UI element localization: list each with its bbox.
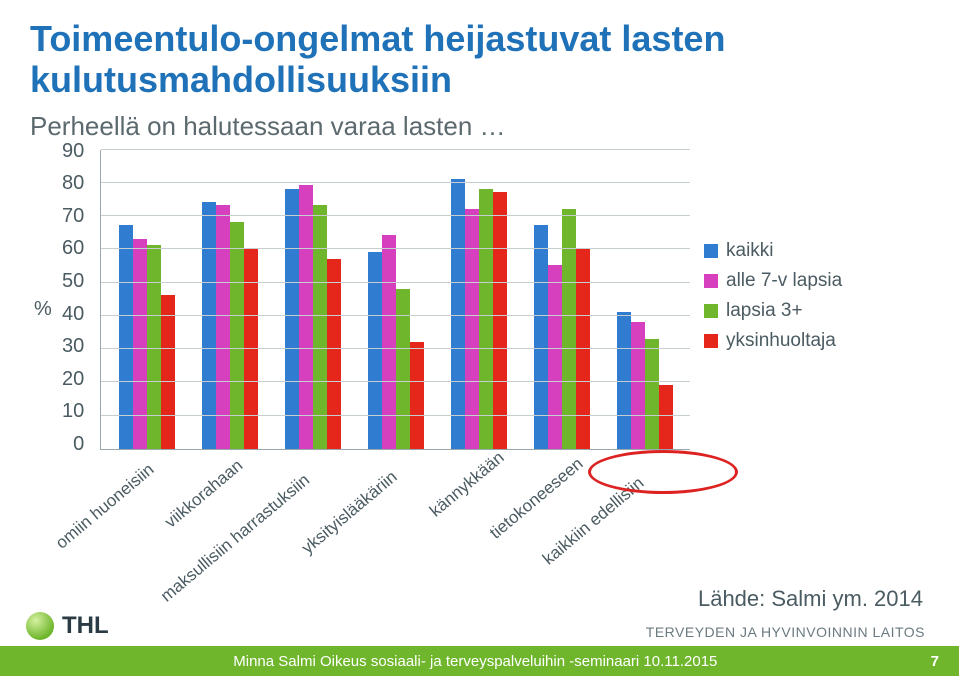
x-axis-ticks: omiin huoneisiinviikkorahaanmaksullisiin… — [100, 454, 690, 564]
bar — [133, 239, 147, 449]
source-text: Lähde: Salmi ym. 2014 — [698, 586, 923, 612]
legend-item: alle 7-v lapsia — [704, 270, 842, 292]
y-axis-ticks: 90 80 70 60 50 40 30 20 10 0 — [62, 140, 84, 456]
bar — [147, 245, 161, 448]
y-tick: 10 — [62, 400, 84, 423]
slide-title: Toimeentulo-ongelmat heijastuvat lasten … — [30, 18, 929, 101]
legend-item: yksinhuoltaja — [704, 330, 842, 352]
legend-swatch — [704, 274, 718, 288]
x-tick-label: maksullisiin harrastuksiin — [157, 470, 314, 606]
bar — [631, 322, 645, 449]
x-tick-label: kännykkään — [426, 448, 508, 522]
y-tick: 80 — [62, 172, 84, 195]
bar — [465, 209, 479, 449]
bar-group — [617, 150, 673, 449]
y-tick: 50 — [62, 270, 84, 293]
thl-logo: THL — [26, 612, 109, 640]
bar — [299, 185, 313, 448]
bar-group — [202, 150, 258, 449]
y-tick: 0 — [73, 433, 84, 456]
legend-label: alle 7-v lapsia — [726, 270, 842, 292]
footer-text: Minna Salmi Oikeus sosiaali- ja terveysp… — [20, 653, 931, 670]
bar-group — [368, 150, 424, 449]
bar — [202, 202, 216, 449]
bar — [410, 342, 424, 449]
legend-label: lapsia 3+ — [726, 300, 803, 322]
bar — [161, 295, 175, 448]
legend-swatch — [704, 244, 718, 258]
bar — [645, 339, 659, 449]
bar — [396, 289, 410, 449]
x-tick-label: yksityislääkäriin — [298, 467, 401, 558]
bar — [451, 179, 465, 449]
bar — [493, 192, 507, 449]
bar-group — [451, 150, 507, 449]
y-tick: 90 — [62, 140, 84, 163]
legend-swatch — [704, 334, 718, 348]
highlight-ellipse — [588, 450, 738, 494]
bar — [216, 205, 230, 448]
footer-bar: Minna Salmi Oikeus sosiaali- ja terveysp… — [0, 646, 959, 676]
x-tick-label: omiin huoneisiin — [52, 460, 158, 554]
bar-group — [119, 150, 175, 449]
legend: kaikki alle 7-v lapsia lapsia 3+ yksinhuolt… — [704, 240, 842, 352]
bar — [659, 385, 673, 448]
org-name: TERVEYDEN JA HYVINVOINNIN LAITOS — [646, 624, 925, 640]
bar — [382, 235, 396, 448]
legend-item: kaikki — [704, 240, 842, 262]
slide: Toimeentulo-ongelmat heijastuvat lasten … — [0, 0, 959, 676]
legend-swatch — [704, 304, 718, 318]
bar — [562, 209, 576, 449]
bar — [479, 189, 493, 449]
bar — [313, 205, 327, 448]
legend-label: kaikki — [726, 240, 774, 262]
chart-area: % 9080706050403020100 omiin huoneisiinvi… — [30, 150, 929, 564]
legend-item: lapsia 3+ — [704, 300, 842, 322]
bar-group — [285, 150, 341, 449]
bar-groups — [101, 150, 690, 449]
y-tick: 30 — [62, 335, 84, 358]
x-tick-label: viikkorahaan — [161, 456, 247, 533]
chart-plot — [100, 150, 690, 450]
bar-group — [534, 150, 590, 449]
y-tick: 60 — [62, 237, 84, 260]
slide-subtitle: Perheellä on halutessaan varaa lasten … — [30, 111, 929, 142]
bar — [548, 265, 562, 448]
bar — [285, 189, 299, 449]
page-number: 7 — [931, 653, 939, 670]
y-tick: 40 — [62, 303, 84, 326]
y-tick: 70 — [62, 205, 84, 228]
y-tick: 20 — [62, 368, 84, 391]
logo-text: THL — [62, 612, 109, 640]
logo-icon — [26, 612, 54, 640]
legend-label: yksinhuoltaja — [726, 330, 836, 352]
bar — [327, 259, 341, 449]
y-axis-label: % — [34, 298, 52, 321]
